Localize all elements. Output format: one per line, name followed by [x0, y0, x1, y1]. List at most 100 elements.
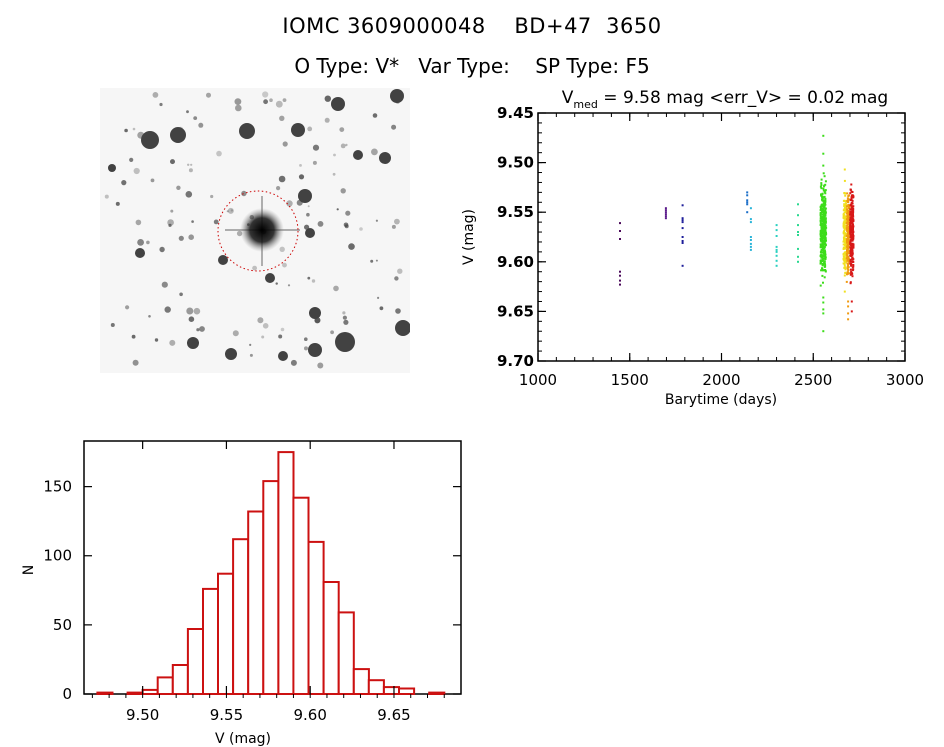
data-point [850, 225, 853, 228]
data-point [797, 234, 799, 236]
data-point [848, 249, 851, 252]
data-point [843, 214, 846, 217]
data-point [843, 223, 846, 226]
data-point [822, 218, 825, 221]
star [379, 306, 384, 311]
star-field [104, 89, 410, 369]
data-point [847, 240, 850, 243]
data-point [822, 187, 825, 190]
data-point [847, 238, 850, 241]
series-group-1 [619, 222, 621, 286]
object-type: O Type: V* [294, 54, 400, 78]
light-curve-chart: Vmed = 9.58 mag <err_V> = 0.02 mag 1000 1… [461, 88, 924, 408]
data-point [775, 235, 778, 237]
data-point [824, 258, 827, 260]
data-point [848, 205, 850, 208]
data-point [619, 283, 621, 286]
star [249, 343, 252, 346]
data-point [842, 243, 845, 246]
data-point [823, 261, 826, 264]
star [188, 234, 194, 240]
star [282, 141, 288, 147]
data-point [846, 214, 849, 217]
star [121, 180, 127, 186]
star [298, 174, 305, 180]
data-point [852, 195, 855, 198]
data-point [850, 196, 853, 199]
data-point [844, 241, 846, 244]
star [299, 164, 302, 167]
data-point [846, 254, 849, 257]
data-point [681, 221, 684, 224]
data-point [820, 204, 823, 207]
series-group-7 [797, 203, 799, 263]
data-point [681, 204, 684, 207]
data-point [842, 240, 845, 243]
data-point [852, 218, 855, 221]
data-point [849, 243, 852, 246]
star [394, 218, 400, 225]
star [342, 311, 346, 315]
data-point [849, 268, 852, 271]
data-point [749, 248, 752, 251]
star [148, 315, 151, 318]
data-point [851, 228, 854, 230]
data-point [844, 225, 847, 227]
data-point [619, 270, 621, 273]
data-point [797, 224, 799, 227]
data-point [848, 230, 851, 233]
data-point [823, 212, 826, 214]
series-group-11 [849, 183, 855, 313]
star [188, 316, 195, 322]
data-point [845, 252, 848, 255]
star [170, 159, 175, 165]
data-point [842, 212, 845, 215]
data-point [849, 231, 852, 234]
data-point [823, 260, 826, 263]
data-point [851, 261, 854, 263]
star [395, 320, 410, 336]
data-points [619, 134, 855, 333]
data-point [681, 240, 684, 242]
data-point [842, 231, 845, 234]
histogram-bar [171, 664, 189, 695]
data-point [849, 204, 852, 207]
star [108, 164, 116, 172]
star [137, 131, 145, 139]
data-point [824, 192, 827, 195]
data-point [849, 192, 852, 195]
star [177, 126, 184, 133]
data-point [823, 253, 826, 256]
data-point [846, 272, 849, 275]
data-point [845, 238, 847, 241]
histogram-bar [262, 480, 280, 695]
star [190, 163, 193, 166]
data-point [821, 262, 824, 265]
data-point [820, 230, 823, 233]
data-point [850, 272, 853, 275]
x-tick-label: 2000 [702, 371, 740, 389]
star [333, 285, 339, 292]
data-point [846, 258, 849, 261]
data-point [775, 229, 778, 232]
data-point [619, 279, 621, 282]
data-point [823, 246, 826, 249]
y-tick-label: 9.70 [497, 352, 534, 370]
data-point [664, 207, 667, 210]
y-tick-label: 9.65 [497, 302, 534, 320]
data-point [844, 226, 847, 229]
y-tick-label: 9.55 [497, 203, 534, 221]
data-point [749, 242, 752, 245]
data-point [820, 184, 823, 186]
x-tick-label: 9.50 [126, 706, 159, 724]
data-point [846, 232, 849, 235]
histogram-bar [428, 691, 446, 696]
star [129, 157, 134, 162]
star [135, 219, 142, 226]
data-point [823, 222, 826, 225]
data-point [845, 220, 847, 223]
data-point [851, 266, 854, 269]
star [170, 127, 186, 143]
star [391, 124, 397, 130]
histogram-bars [96, 451, 446, 696]
